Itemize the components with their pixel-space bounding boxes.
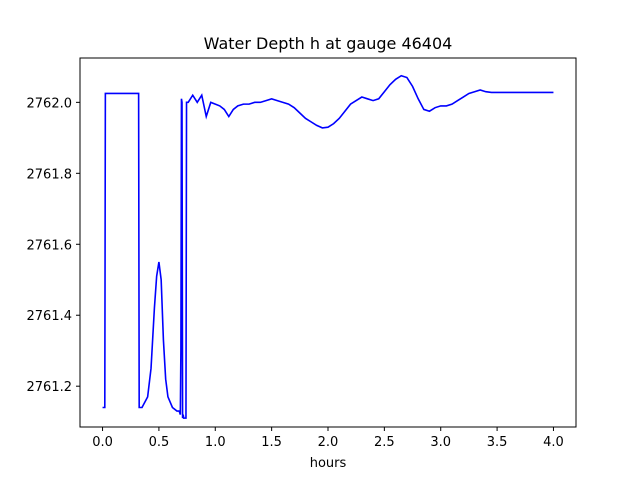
x-tick-label: 2.5 xyxy=(374,435,395,450)
y-axis: 2761.2 2761.4 2761.6 2761.8 2762.0 xyxy=(27,96,80,395)
x-tick-label: 0.5 xyxy=(149,435,170,450)
chart-title: Water Depth h at gauge 46404 xyxy=(204,34,453,53)
x-tick-label: 3.0 xyxy=(430,435,451,450)
y-tick-label: 2761.2 xyxy=(27,380,73,395)
y-tick-label: 2761.4 xyxy=(27,309,73,324)
x-tick-label: 0.0 xyxy=(92,435,113,450)
x-tick-label: 1.5 xyxy=(261,435,282,450)
series-line-water-depth xyxy=(102,74,554,419)
y-tick-label: 2762.0 xyxy=(27,96,73,111)
x-axis-label: hours xyxy=(310,456,347,471)
plot-frame xyxy=(79,57,577,428)
y-tick-label: 2761.6 xyxy=(27,238,73,253)
x-tick-label: 2.0 xyxy=(318,435,339,450)
x-axis: 0.0 0.5 1.0 1.5 2.0 2.5 3.0 3.5 4.0 xyxy=(92,427,564,450)
x-tick-label: 4.0 xyxy=(543,435,564,450)
x-tick-label: 3.5 xyxy=(487,435,508,450)
x-tick-label: 1.0 xyxy=(205,435,226,450)
y-tick-label: 2761.8 xyxy=(27,167,73,182)
